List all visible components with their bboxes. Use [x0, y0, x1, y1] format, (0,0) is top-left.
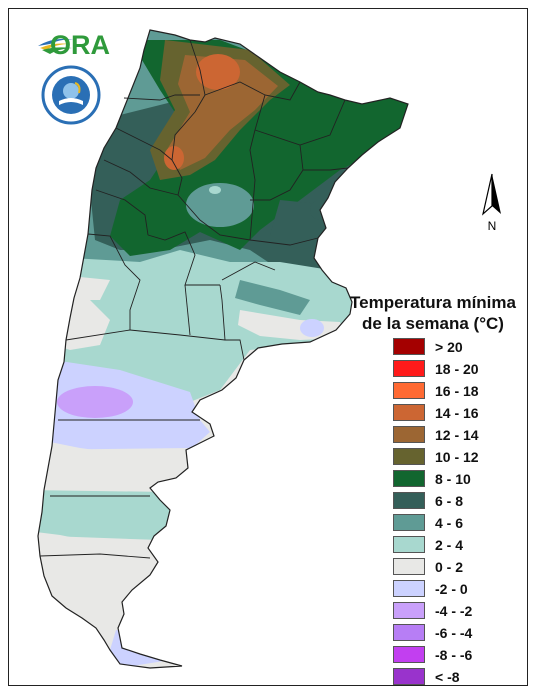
legend-label: 16 - 18: [435, 383, 479, 399]
legend-label: 2 - 4: [435, 537, 464, 553]
legend-label: > 20: [435, 339, 463, 355]
legend-label: < -8: [435, 669, 460, 685]
svg-text:N: N: [488, 219, 497, 233]
legend-item: -2 - 0: [393, 578, 513, 600]
legend-label: 4 - 6: [435, 515, 464, 531]
legend-label: 18 - 20: [435, 361, 479, 377]
north-arrow-icon: N: [482, 173, 501, 233]
legend-swatch: [393, 470, 425, 487]
legend-item: -8 - -6: [393, 644, 513, 666]
legend-swatch: [393, 514, 425, 531]
legend-label: -2 - 0: [435, 581, 468, 597]
legend-item: 0 - 2: [393, 556, 513, 578]
smn-seal-icon: [41, 65, 101, 125]
legend-item: -4 - -2: [393, 600, 513, 622]
legend-item: -6 - -4: [393, 622, 513, 644]
legend-label: 12 - 14: [435, 427, 479, 443]
legend-title-line2: de la semana (°C): [362, 314, 504, 333]
ora-logo-text: ORA: [50, 30, 110, 60]
legend-swatch: [393, 448, 425, 465]
legend-swatch: [393, 426, 425, 443]
temperature-legend: > 20 18 - 20 16 - 18 14 - 16 12 - 14 10 - 12 8…: [393, 336, 513, 688]
legend-label: 0 - 2: [435, 559, 464, 575]
legend-swatch: [393, 360, 425, 377]
legend-label: 8 - 10: [435, 471, 471, 487]
legend-item: 4 - 6: [393, 512, 513, 534]
legend-swatch: [393, 558, 425, 575]
legend-label: -6 - -4: [435, 625, 473, 641]
legend-item: > 20: [393, 336, 513, 358]
legend-swatch: [393, 668, 425, 685]
legend-swatch: [393, 382, 425, 399]
legend-swatch: [393, 580, 425, 597]
legend-item: 2 - 4: [393, 534, 513, 556]
legend-title: Temperatura mínima de la semana (°C): [338, 292, 528, 334]
legend-item: 16 - 18: [393, 380, 513, 402]
province-boundaries: [37, 29, 409, 669]
legend-swatch: [393, 646, 425, 663]
legend-item: 10 - 12: [393, 446, 513, 468]
legend-label: 14 - 16: [435, 405, 479, 421]
legend-title-line1: Temperatura mínima: [350, 293, 516, 312]
legend-swatch: [393, 338, 425, 355]
legend-item: 12 - 14: [393, 424, 513, 446]
legend-label: 6 - 8: [435, 493, 464, 509]
legend-item: 14 - 16: [393, 402, 513, 424]
legend-swatch: [393, 492, 425, 509]
ora-logo-icon: [38, 38, 76, 54]
legend-label: 10 - 12: [435, 449, 479, 465]
legend-swatch: [393, 404, 425, 421]
legend-item: 6 - 8: [393, 490, 513, 512]
legend-item: < -8: [393, 666, 513, 688]
legend-item: 8 - 10: [393, 468, 513, 490]
legend-label: -8 - -6: [435, 647, 473, 663]
legend-swatch: [393, 602, 425, 619]
legend-swatch: [393, 624, 425, 641]
legend-item: 18 - 20: [393, 358, 513, 380]
legend-swatch: [393, 536, 425, 553]
legend-label: -4 - -2: [435, 603, 473, 619]
